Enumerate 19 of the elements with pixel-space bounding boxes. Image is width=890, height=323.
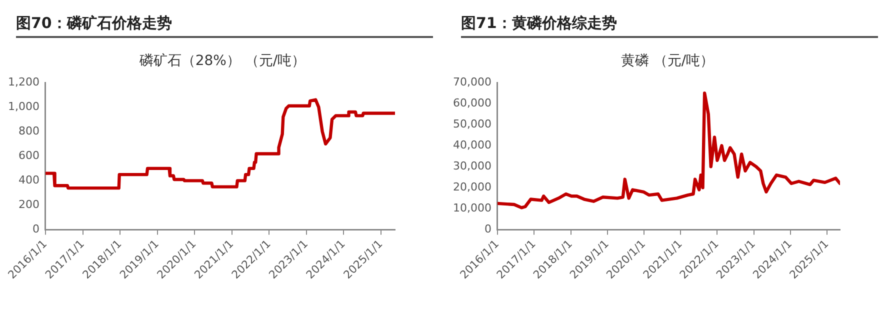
y-tick-label: 0 <box>32 222 40 236</box>
y-tick-label: 10,000 <box>452 202 492 215</box>
chart-title: 图71：黄磷价格综走势 <box>461 14 878 38</box>
y-tick-label: 600 <box>18 149 40 162</box>
y-tick-label: 60,000 <box>452 96 492 110</box>
y-tick-label: 20,000 <box>452 180 492 194</box>
chart-subtitle: 黄磷 （元/吨） <box>620 52 716 70</box>
y-tick-label: 40,000 <box>452 138 492 152</box>
y-tick-label: 0 <box>484 222 492 236</box>
y-tick-label: 30,000 <box>452 160 492 173</box>
chart-title: 图70：磷矿石价格走势 <box>16 14 433 38</box>
y-tick-label: 50,000 <box>452 117 492 130</box>
y-tick-label: 200 <box>18 198 40 212</box>
y-tick-label: 70,000 <box>452 75 492 88</box>
y-tick-label: 800 <box>18 124 40 138</box>
chart-subtitle: 磷矿石（28%） （元/吨） <box>138 52 307 70</box>
y-tick-label: 1,000 <box>8 100 40 113</box>
y-tick-label: 400 <box>18 174 40 187</box>
y-tick-label: 1,200 <box>8 75 40 88</box>
